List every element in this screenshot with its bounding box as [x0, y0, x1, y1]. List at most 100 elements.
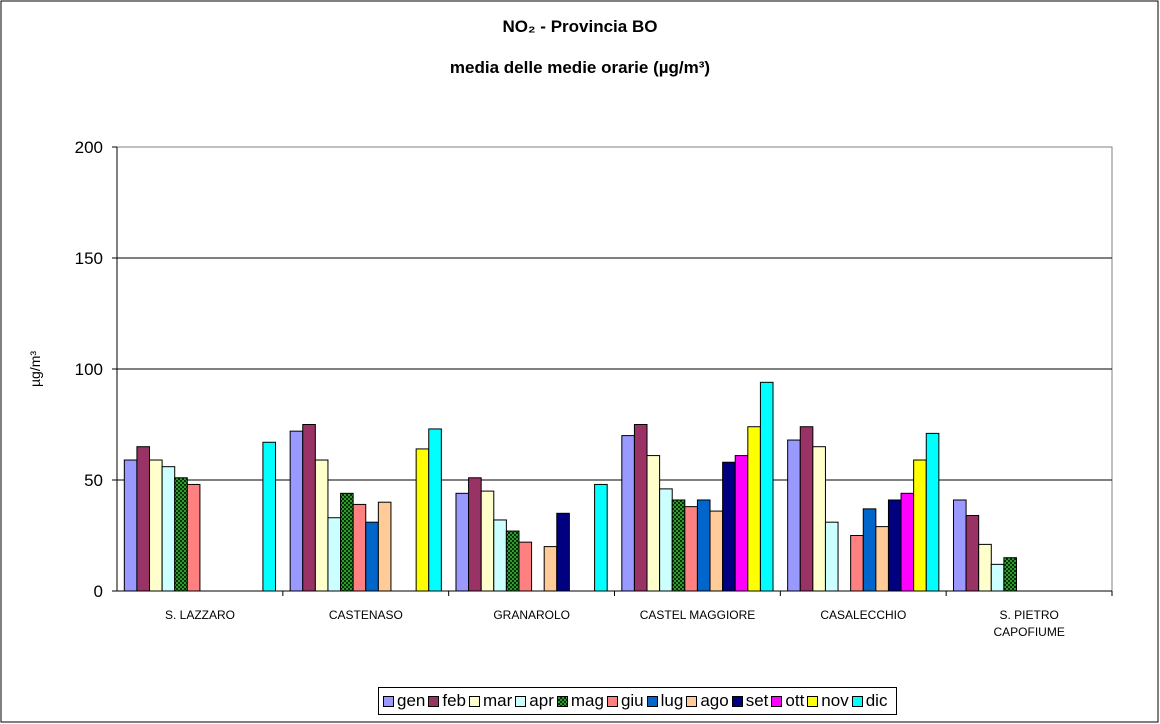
bar — [289, 430, 304, 592]
bar — [543, 546, 558, 592]
legend-swatch — [731, 695, 743, 707]
bar — [428, 428, 442, 592]
bar — [709, 510, 724, 592]
legend-item: ott — [771, 691, 804, 711]
bar — [594, 483, 608, 592]
bar — [302, 424, 316, 592]
legend-label: apr — [529, 691, 554, 710]
bar — [913, 459, 927, 592]
legend-swatch — [556, 695, 568, 707]
y-tick-label: 200 — [75, 138, 103, 157]
legend-label: giu — [620, 691, 644, 710]
bar — [262, 441, 277, 592]
legend: gen feb mar apr mag giu lug ago set ott nov dic — [378, 687, 898, 715]
bar — [965, 515, 980, 592]
bar — [314, 459, 329, 592]
y-axis-label: µg/m³ — [27, 351, 43, 387]
bar — [468, 477, 482, 592]
legend-swatch — [515, 695, 527, 707]
bar — [787, 439, 801, 592]
bar — [149, 459, 163, 592]
bar — [722, 461, 736, 592]
legend-label: nov — [821, 691, 849, 710]
bar — [887, 499, 902, 592]
x-tick-label: CASTENASO — [328, 608, 403, 622]
legend-item: giu — [606, 691, 644, 711]
legend-item: lug — [646, 691, 684, 711]
bar — [556, 512, 570, 592]
chart-subtitle: media delle medie orarie (µg/m³) — [450, 58, 710, 77]
legend-swatch — [646, 695, 658, 707]
legend-swatch — [383, 695, 394, 707]
bar — [480, 490, 495, 592]
bar — [850, 535, 864, 592]
bar — [365, 521, 379, 592]
legend-item: set — [731, 691, 769, 711]
y-tick-label: 50 — [84, 471, 103, 490]
legend-label: gen — [397, 691, 426, 710]
x-tick-label: CASALECCHIO — [820, 608, 907, 622]
bar — [136, 446, 151, 592]
bar — [812, 446, 826, 592]
legend-swatch — [771, 695, 783, 707]
y-tick-label: 150 — [75, 249, 103, 268]
legend-label: feb — [442, 691, 467, 710]
bar — [671, 499, 686, 592]
bar — [505, 530, 520, 592]
bar — [352, 503, 367, 592]
bar — [696, 499, 711, 592]
legend-label: mag — [570, 691, 604, 710]
bar — [518, 541, 533, 592]
legend-item: ago — [686, 691, 729, 711]
bar — [659, 488, 673, 592]
bar — [327, 517, 342, 592]
legend-swatch — [851, 695, 863, 707]
bar — [646, 455, 661, 592]
bar — [734, 455, 749, 592]
bar — [900, 492, 915, 592]
y-tick-label: 100 — [75, 360, 103, 379]
legend-swatch — [469, 695, 481, 707]
legend-label: dic — [865, 691, 888, 710]
bar — [455, 492, 470, 592]
bar — [990, 563, 1005, 592]
legend-item: feb — [428, 691, 466, 711]
legend-label: ago — [700, 691, 729, 710]
legend-item: mag — [556, 691, 604, 711]
bar — [493, 519, 507, 592]
bar — [415, 448, 430, 592]
legend-swatch — [606, 695, 618, 707]
legend-label: lug — [660, 691, 684, 710]
legend-item: mar — [469, 691, 512, 711]
legend-item: apr — [515, 691, 554, 711]
x-tick-label: S. LAZZARO — [164, 608, 235, 622]
bar — [174, 477, 188, 592]
y-tick-label: 0 — [94, 582, 103, 601]
bar — [621, 435, 635, 592]
legend-swatch — [686, 695, 698, 707]
bar — [186, 483, 201, 592]
legend-label: ott — [785, 691, 805, 710]
legend-item: dic — [851, 691, 888, 711]
bar — [799, 426, 814, 592]
legend-item: nov — [807, 691, 849, 711]
chart-title: NO₂ - Provincia BO — [503, 17, 658, 36]
bar — [747, 426, 761, 592]
bar — [377, 501, 392, 592]
bar — [862, 508, 877, 592]
x-tick-label: GRANAROLO — [493, 608, 570, 622]
bar — [824, 521, 839, 592]
x-tick-label: CASTEL MAGGIORE — [639, 608, 756, 622]
bar — [925, 432, 940, 592]
bar — [633, 424, 648, 592]
bar — [161, 466, 176, 592]
bar — [875, 526, 889, 592]
x-tick-label: S. PIETRO CAPOFIUME — [993, 608, 1065, 639]
legend-label: mar — [483, 691, 513, 710]
legend-label: set — [745, 691, 769, 710]
legend-swatch — [807, 695, 819, 707]
bar — [123, 459, 138, 592]
bar — [1003, 557, 1017, 592]
